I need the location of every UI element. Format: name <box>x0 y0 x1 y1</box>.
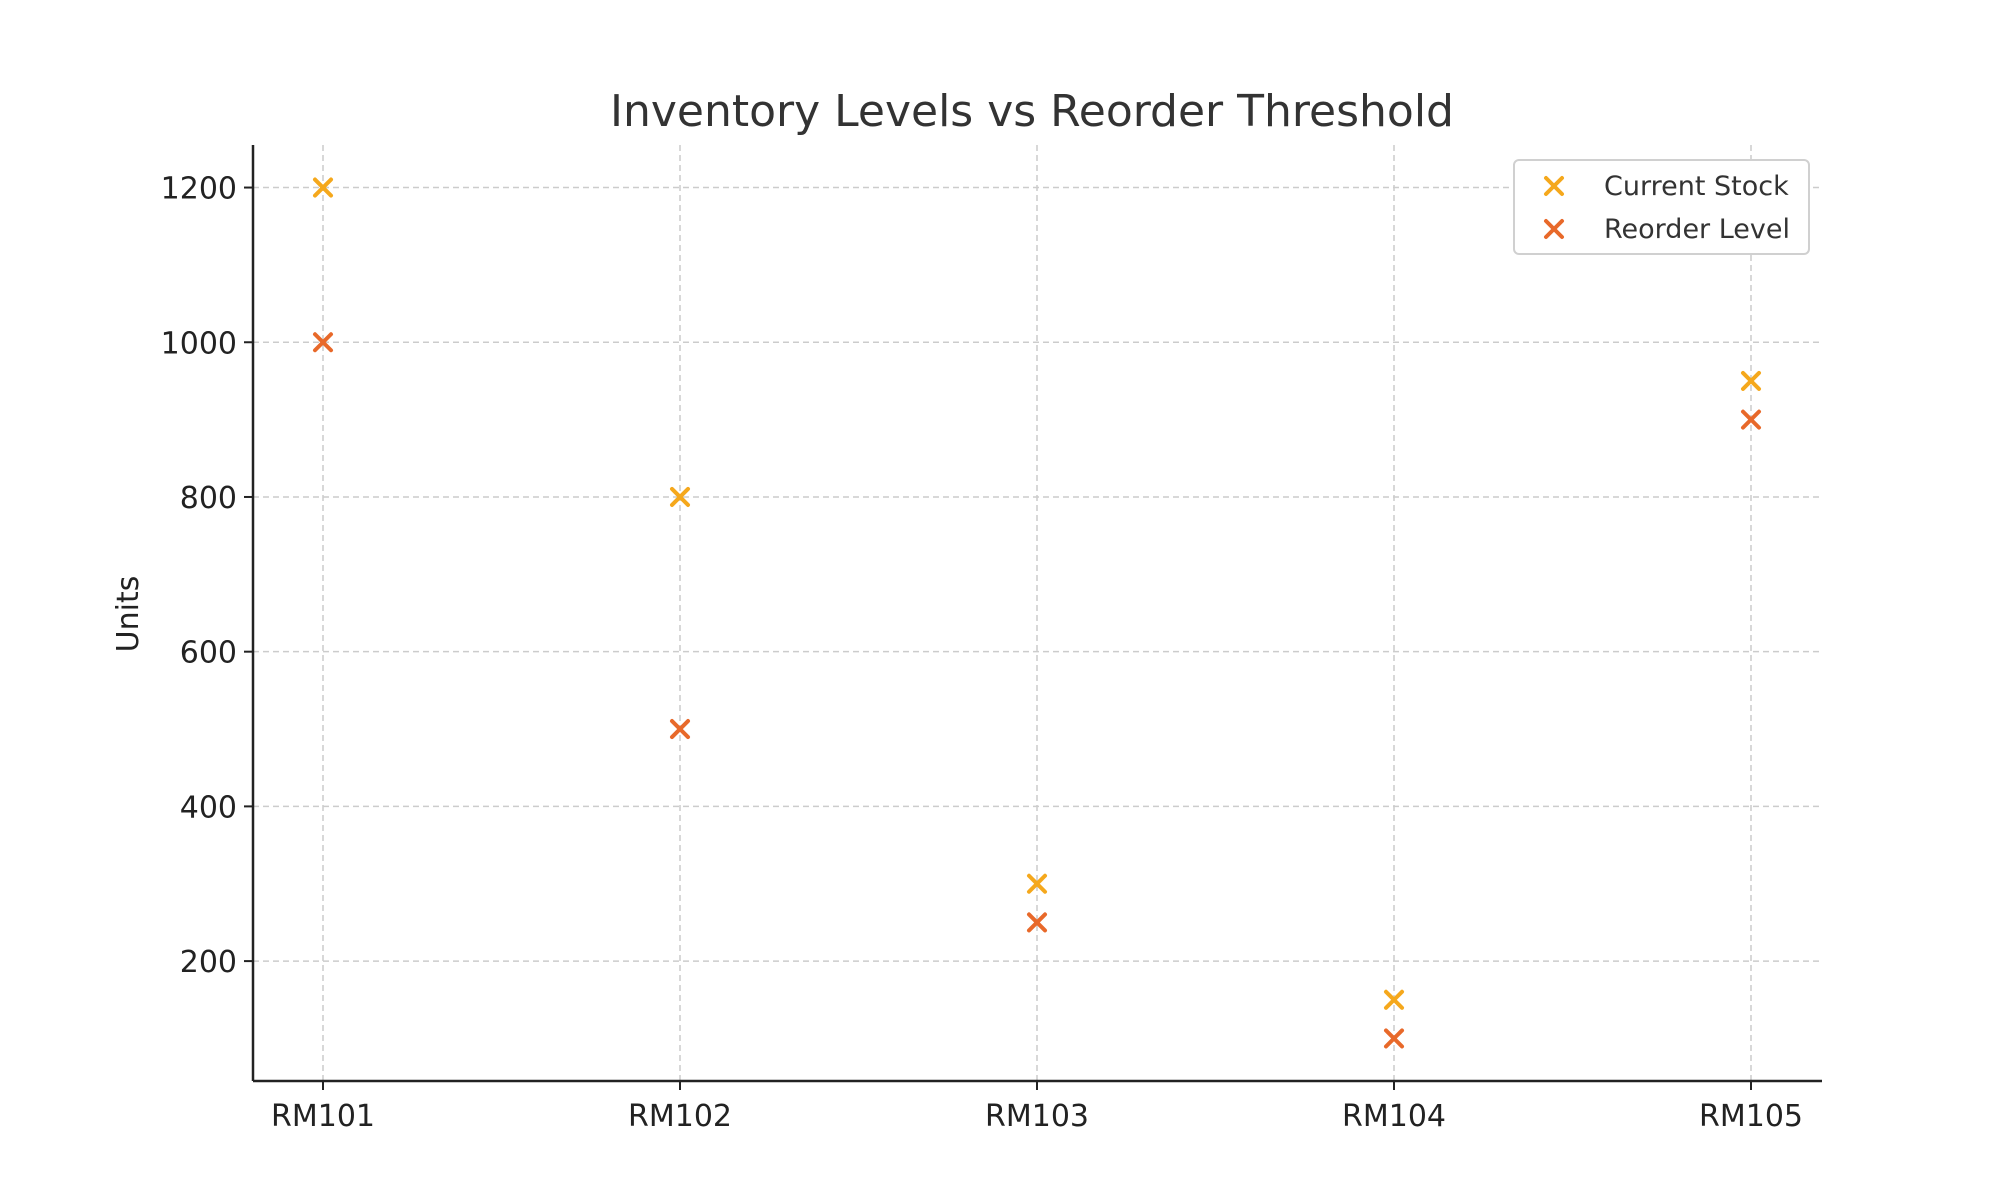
x-tick-label: RM103 <box>985 1099 1089 1134</box>
y-tick-label: 600 <box>180 636 237 671</box>
data-point-RM104-series-1 <box>1384 1028 1404 1049</box>
y-axis-label: Units <box>111 576 146 653</box>
legend-marker-0 <box>1544 176 1564 196</box>
chart-title: Inventory Levels vs Reorder Threshold <box>610 86 1454 137</box>
x-tick-label: RM104 <box>1342 1099 1446 1134</box>
data-point-RM102-series-0 <box>670 486 690 507</box>
data-point-RM103-series-0 <box>1027 873 1047 894</box>
data-point-RM103-series-1 <box>1027 912 1047 933</box>
y-tick-label: 1200 <box>161 172 237 207</box>
data-point-RM104-series-0 <box>1384 989 1404 1010</box>
legend-marker-1 <box>1544 219 1564 239</box>
y-tick-label: 800 <box>180 481 237 516</box>
x-tick-label: RM101 <box>271 1099 375 1134</box>
data-points <box>313 177 1761 1049</box>
data-point-RM101-series-0 <box>313 177 333 198</box>
y-tick-label: 200 <box>180 945 237 980</box>
data-point-RM105-series-0 <box>1741 370 1761 391</box>
y-tick-label: 400 <box>180 790 237 825</box>
grid-lines <box>253 145 1822 1081</box>
data-point-RM102-series-1 <box>670 719 690 740</box>
y-tick-label: 1000 <box>161 326 237 361</box>
legend-label: Reorder Level <box>1604 214 1790 245</box>
legend: Current Stock Reorder Level <box>1513 159 1810 255</box>
legend-box <box>1513 159 1810 255</box>
data-point-RM101-series-1 <box>313 332 333 353</box>
tick-labels: RM101 RM102 RM103 RM104 RM105 200 400 600 800 100… <box>161 172 1803 1134</box>
data-point-RM105-series-1 <box>1741 409 1761 430</box>
x-tick-label: RM102 <box>628 1099 732 1134</box>
legend-label: Current Stock <box>1604 171 1789 202</box>
axes <box>244 145 1822 1090</box>
x-tick-label: RM105 <box>1699 1099 1803 1134</box>
